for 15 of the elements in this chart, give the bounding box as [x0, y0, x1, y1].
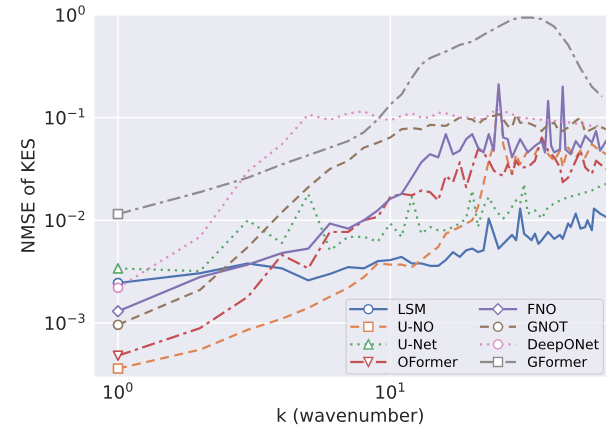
legend-label: DeepONet: [528, 338, 599, 352]
y-tick-label: 10$^{−1}$: [46, 108, 84, 125]
x-tick-label: 10$^{1}$: [376, 382, 404, 399]
legend-label: U-Net: [398, 339, 437, 350]
legend-label: FNO: [528, 304, 556, 314]
legend-label: OFormer: [398, 356, 458, 368]
x-axis-title: k (wavenumber): [278, 408, 423, 424]
y-axis-title: NMSE of KES: [20, 139, 35, 252]
legend-label: LSM: [398, 304, 425, 314]
legend-label: GFormer: [528, 356, 588, 368]
y-tick-label: 10$^{−2}$: [46, 210, 84, 228]
y-tick-label: 10$^{−3}$: [46, 313, 85, 330]
y-tick-label: 10$^{0}$: [56, 5, 85, 22]
legend-label: U-NO: [398, 321, 434, 332]
legend-label: GNOT: [528, 321, 568, 332]
